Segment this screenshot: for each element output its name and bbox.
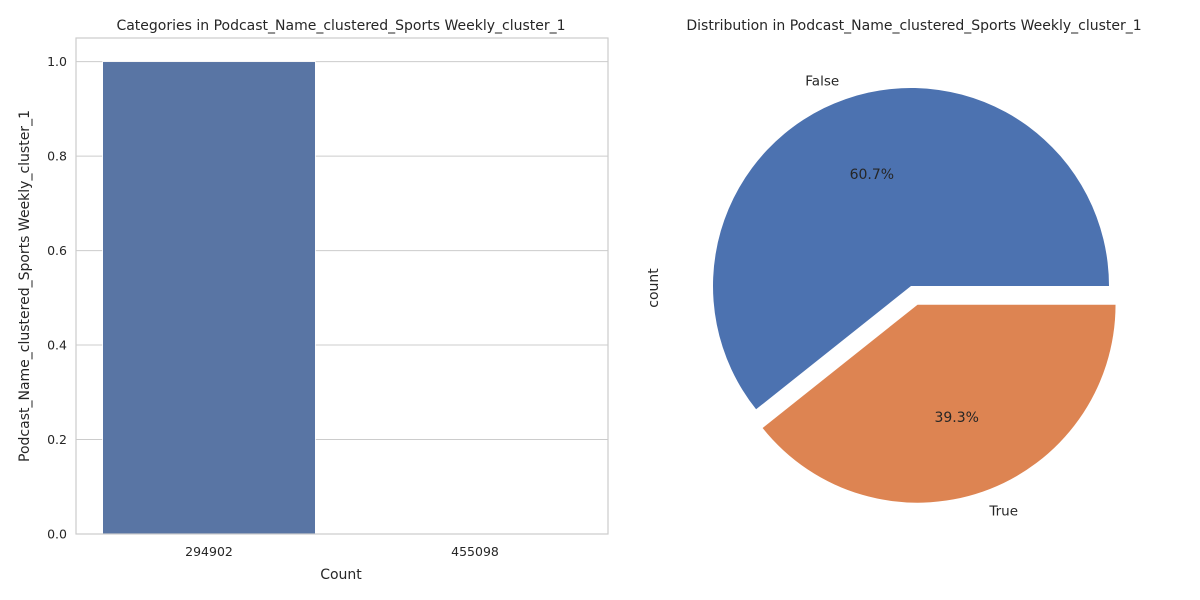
pie-percent-label: 39.3% [934, 410, 978, 426]
pie-slice-label: True [988, 503, 1018, 519]
bar-x-tick-label: 294902 [185, 544, 233, 559]
bar-y-ticks: 0.0 0.2 0.4 0.6 0.8 1.0 [47, 54, 67, 541]
bar-x-tick-label: 455098 [451, 544, 499, 559]
pie-chart-title: Distribution in Podcast_Name_clustered_S… [686, 18, 1141, 34]
bar-y-tick-label: 0.0 [47, 527, 67, 542]
pie-y-axis-label: count [646, 268, 662, 308]
pie-slices: False 60.7% True 39.3% [713, 73, 1116, 519]
pie-slice [762, 304, 1116, 503]
bar-plot-frame [75, 37, 609, 535]
bar-y-tick-label: 0.8 [47, 149, 67, 164]
bar-y-axis-label: Podcast_Name_clustered_Sports Weekly_clu… [17, 110, 33, 462]
pie-percent-label: 60.7% [850, 167, 894, 183]
pie-chart: Distribution in Podcast_Name_clustered_S… [646, 18, 1142, 519]
bar-chart: Categories in Podcast_Name_clustered_Spo… [17, 18, 609, 583]
bar-chart-title: Categories in Podcast_Name_clustered_Spo… [116, 18, 565, 34]
bar-y-tick-label: 0.2 [47, 432, 67, 447]
bar-x-ticks: 294902 455098 [185, 544, 499, 559]
bar [102, 61, 316, 535]
pie-slice-label: False [805, 73, 839, 89]
bar-x-axis-label: Count [320, 567, 362, 583]
pie-slice [713, 88, 1109, 410]
bar-series [102, 61, 316, 535]
bar-y-tick-label: 1.0 [47, 54, 67, 69]
bar-y-tick-label: 0.6 [47, 243, 67, 258]
bar-y-tick-label: 0.4 [47, 338, 67, 353]
